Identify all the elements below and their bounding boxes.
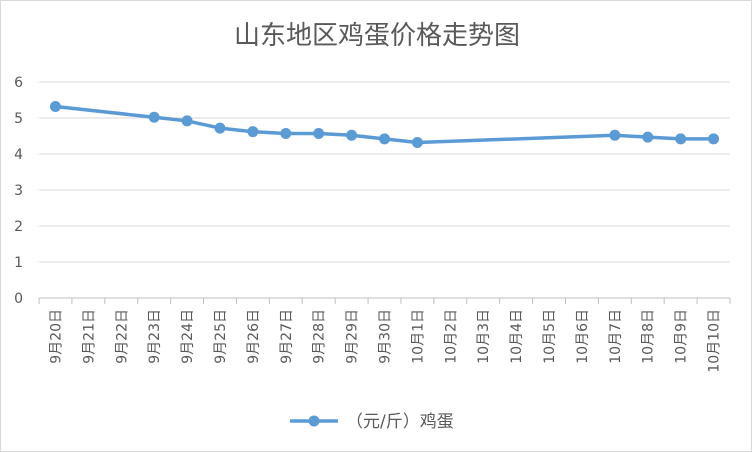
data-point (280, 127, 292, 139)
x-tick-label: 10月2日 (443, 309, 459, 364)
series-layer (49, 100, 720, 148)
data-point (642, 131, 654, 143)
data-point (247, 126, 259, 138)
gridlines (39, 81, 730, 263)
axes: 0 1 2 3 4 5 6 9月20日 9月21日 9月22日 9月23日 9月24日 9月25日 9月2… (14, 75, 731, 373)
x-tick-label: 10月5日 (542, 309, 558, 364)
x-tick-label: 9月23日 (147, 309, 163, 364)
data-point (708, 133, 720, 145)
y-tick-label: 2 (14, 219, 23, 235)
x-tick-label: 10月4日 (509, 309, 525, 364)
data-point (148, 111, 160, 123)
y-tick-label: 3 (14, 183, 23, 199)
x-tick-label: 9月28日 (312, 309, 328, 364)
data-point (313, 127, 325, 139)
x-tick-label: 9月30日 (378, 309, 394, 364)
y-tick-label: 1 (14, 255, 23, 271)
x-tick-label: 10月1日 (410, 309, 426, 364)
y-tick-label: 0 (14, 291, 23, 307)
x-tick-label: 10月9日 (674, 309, 690, 364)
data-point (49, 100, 61, 112)
data-point (181, 115, 193, 127)
x-tick-label: 9月27日 (279, 309, 295, 364)
x-tick-label: 10月6日 (575, 309, 591, 364)
x-tick-label: 9月22日 (114, 309, 130, 364)
x-tick-label: 9月29日 (345, 309, 361, 364)
y-tick-label: 5 (14, 111, 23, 127)
x-tick-label: 9月21日 (81, 309, 97, 364)
data-point (346, 129, 358, 141)
chart-title: 山东地区鸡蛋价格走势图 (234, 21, 520, 51)
data-point (411, 136, 423, 148)
x-tick-label: 9月20日 (48, 309, 64, 364)
y-tick-label: 6 (14, 75, 23, 91)
legend-swatch-marker (308, 415, 320, 427)
data-point (675, 133, 687, 145)
legend-label: （元/斤）鸡蛋 (346, 412, 454, 432)
legend: （元/斤）鸡蛋 (290, 412, 454, 432)
data-point (379, 133, 390, 145)
data-point (609, 129, 621, 141)
data-point (214, 122, 226, 134)
x-tick-label: 10月7日 (608, 309, 624, 364)
series-line (53, 104, 716, 145)
x-tick-label: 10月3日 (476, 309, 492, 364)
x-tick-label: 9月25日 (213, 309, 229, 364)
x-tick-label: 9月26日 (246, 309, 262, 364)
x-tick-label: 10月10日 (707, 309, 723, 373)
x-tick-label: 10月8日 (641, 309, 657, 364)
x-tick-label: 9月24日 (180, 309, 196, 364)
y-tick-label: 4 (14, 147, 23, 163)
